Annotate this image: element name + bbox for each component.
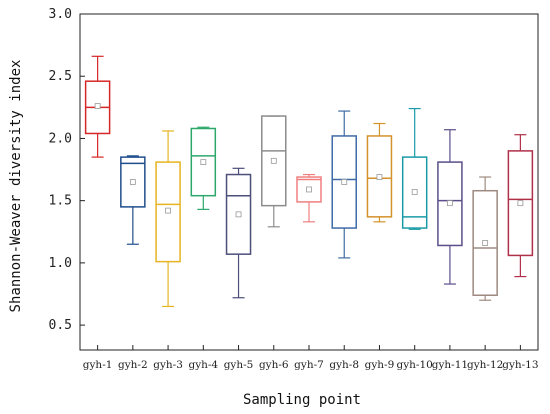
mean-marker <box>376 174 383 180</box>
y-axis: 0.5 1.0 1.5 2.0 2.5 3.0 <box>49 7 85 333</box>
box-gyh-8 <box>331 110 357 259</box>
y-tick-label: 1.5 <box>49 194 72 209</box>
mean-marker <box>235 211 242 218</box>
mean-marker <box>411 189 418 195</box>
boxes <box>84 55 534 308</box>
y-tick-label: 1.0 <box>49 256 72 271</box>
x-tick-label: gyh-5 <box>224 359 254 371</box>
box-gyh-2 <box>120 155 146 245</box>
x-tick-label: gyh-1 <box>83 359 113 371</box>
iqr-box <box>366 135 393 218</box>
plot-frame <box>79 13 539 351</box>
box-gyh-7 <box>296 173 322 223</box>
box-gyh-13 <box>507 134 534 278</box>
iqr-box <box>401 156 428 229</box>
mean-marker <box>447 200 453 207</box>
mean-marker <box>200 159 207 165</box>
y-tick-label: 0.5 <box>49 318 72 333</box>
y-tick-label: 2.5 <box>49 69 72 84</box>
x-tick-label: gyh-8 <box>329 359 359 371</box>
box-gyh-5 <box>225 167 252 299</box>
x-tick-label: gyh-12 <box>467 359 503 371</box>
iqr-box <box>437 161 463 247</box>
box-gyh-6 <box>261 115 287 228</box>
x-tick-label: gyh-4 <box>188 359 218 371</box>
x-axis-title: Sampling point <box>243 392 361 408</box>
iqr-box <box>507 150 534 257</box>
x-tick-label: gyh-6 <box>259 359 289 371</box>
mean-marker <box>482 240 489 246</box>
iqr-box <box>120 156 146 208</box>
x-axis: gyh-1 gyh-2 gyh-3 gyh-4 gyh-5 gyh-6 gyh-7 gyh-8… <box>83 345 539 371</box>
box-gyh-9 <box>366 122 393 223</box>
y-tick-label: 3.0 <box>49 7 72 22</box>
box-gyh-11 <box>437 129 463 285</box>
iqr-box <box>155 161 181 263</box>
mean-marker <box>129 179 136 185</box>
mean-marker <box>306 186 312 193</box>
mean-marker <box>517 200 524 207</box>
box-gyh-1 <box>84 55 111 158</box>
x-tick-label: gyh-13 <box>502 359 538 371</box>
x-tick-label: gyh-11 <box>432 359 468 371</box>
y-axis-title: Shannon-Weaver diversity index <box>8 60 24 313</box>
box-gyh-12 <box>472 176 498 301</box>
box-gyh-10 <box>401 107 428 230</box>
x-tick-label: gyh-7 <box>294 359 324 371</box>
iqr-box <box>225 173 252 255</box>
x-tick-label: gyh-3 <box>153 359 183 371</box>
x-tick-label: gyh-9 <box>365 359 395 371</box>
x-tick-label: gyh-2 <box>118 359 148 371</box>
mean-marker <box>270 157 277 164</box>
iqr-box <box>296 176 322 203</box>
mean-marker <box>341 179 348 185</box>
iqr-box <box>472 189 498 296</box>
iqr-box <box>331 135 357 229</box>
y-tick-label: 2.0 <box>49 131 72 146</box>
mean-marker <box>165 207 171 214</box>
box-gyh-4 <box>190 126 217 210</box>
iqr-box <box>190 127 217 197</box>
x-tick-label: gyh-10 <box>397 359 433 371</box>
iqr-box <box>261 115 287 207</box>
box-gyh-3 <box>155 130 181 308</box>
mean-marker <box>94 103 101 109</box>
